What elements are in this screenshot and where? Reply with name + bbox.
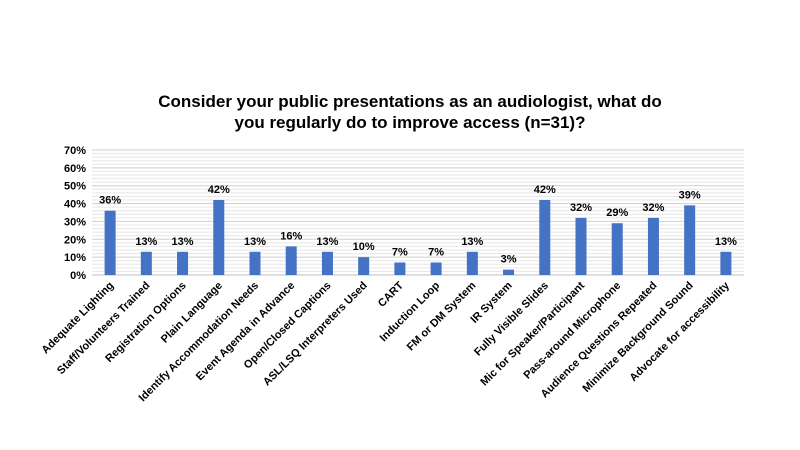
data-label: 29% <box>606 207 628 219</box>
data-label: 13% <box>316 236 338 248</box>
y-tick-label: 30% <box>64 216 86 228</box>
data-label: 13% <box>461 236 483 248</box>
bar <box>321 251 333 275</box>
category-label: CART <box>376 279 406 309</box>
bar <box>611 223 623 275</box>
bar <box>140 251 152 275</box>
bar <box>430 262 442 275</box>
data-label: 16% <box>280 230 302 242</box>
bar <box>466 251 478 275</box>
data-label: 42% <box>208 184 230 196</box>
data-label: 13% <box>172 236 194 248</box>
data-label: 3% <box>501 254 517 266</box>
chart-title-line-2: you regularly do to improve access (n=31… <box>234 113 586 132</box>
data-label: 10% <box>353 241 375 253</box>
category-label: FM or DM System <box>405 279 479 353</box>
bar <box>684 205 696 275</box>
category-label: Plain Language <box>159 280 225 346</box>
bar <box>539 200 551 275</box>
bar <box>647 217 659 275</box>
bar <box>720 251 732 275</box>
bar <box>358 257 370 275</box>
bar <box>213 200 225 275</box>
bar <box>177 251 189 275</box>
data-label: 32% <box>642 202 664 214</box>
data-label: 7% <box>428 247 444 259</box>
y-tick-label: 60% <box>64 163 86 175</box>
bar <box>285 246 297 275</box>
y-tick-label: 20% <box>64 234 86 246</box>
y-tick-label: 0% <box>70 270 86 282</box>
y-tick-label: 50% <box>64 181 86 193</box>
data-label: 42% <box>534 184 556 196</box>
bar <box>503 269 515 275</box>
chart-title-line-1: Consider your public presentations as an… <box>158 92 662 111</box>
data-label: 36% <box>99 195 121 207</box>
bar <box>575 217 587 275</box>
data-label: 13% <box>135 236 157 248</box>
bar <box>249 251 261 275</box>
data-label: 13% <box>244 236 266 248</box>
y-tick-label: 70% <box>64 145 86 157</box>
data-label: 13% <box>715 236 737 248</box>
y-tick-label: 40% <box>64 199 86 211</box>
data-label: 32% <box>570 202 592 214</box>
y-tick-label: 10% <box>64 252 86 264</box>
bar <box>394 262 406 275</box>
chart-title: Consider your public presentations as an… <box>90 91 730 133</box>
data-label: 7% <box>392 247 408 259</box>
data-label: 39% <box>679 189 701 201</box>
bar <box>104 210 116 275</box>
